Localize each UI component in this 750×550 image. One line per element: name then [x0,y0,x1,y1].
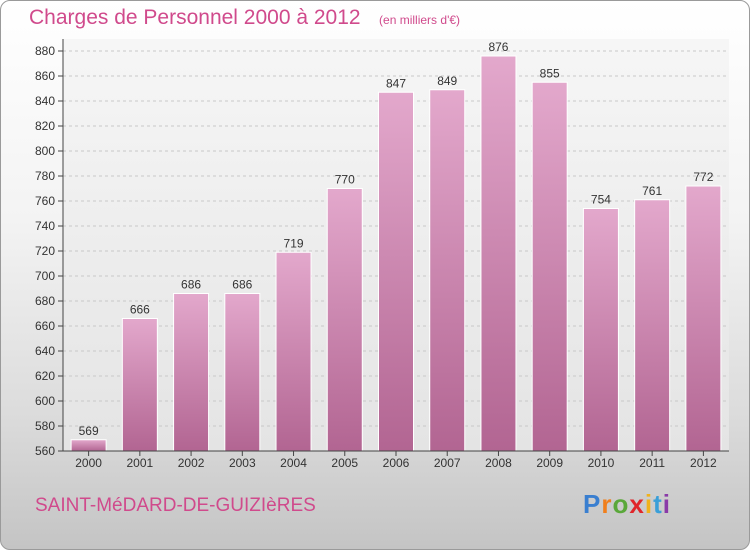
logo-letter: r [601,489,613,519]
y-tick-label: 660 [35,319,55,333]
proxiti-logo: Proxiti [583,489,671,520]
data-label-2011: 761 [642,184,662,198]
data-label-2001: 666 [130,303,150,317]
y-tick-label: 800 [35,144,55,158]
title-row: Charges de Personnel 2000 à 2012 (en mil… [29,6,460,30]
y-tick-label: 680 [35,294,55,308]
y-tick-label: 600 [35,394,55,408]
data-label-2010: 754 [591,193,611,207]
logo-letter: i [644,489,654,519]
data-label-2007: 849 [437,74,457,88]
y-tick-label: 820 [35,119,55,133]
x-tick-label: 2009 [536,456,563,470]
data-label-2012: 772 [693,170,713,184]
logo-letter: t [653,489,663,519]
x-tick-label: 2011 [639,456,665,470]
x-tick-label: 2010 [588,456,615,470]
bar-2005 [326,188,363,452]
x-axis-ticks: 2000 2001 2002 2003 2004 2005 2006 2007 2008 2009… [75,451,717,470]
data-label-2000: 569 [79,424,99,438]
y-tick-label: 780 [35,169,55,183]
y-tick-label: 720 [35,244,55,258]
bar-2011 [634,199,671,452]
x-tick-label: 2008 [485,456,512,470]
bar-2001 [121,318,158,452]
y-tick-label: 740 [35,219,55,233]
bar-2006 [378,91,414,452]
y-tick-label: 840 [35,94,55,108]
logo-letter: x [629,489,645,519]
y-axis-ticks: 560 580 600 620 640 660 680 700 720 740 760 780 800 8… [35,44,63,458]
y-tick-label: 880 [35,44,55,58]
x-tick-label: 2006 [383,456,410,470]
bar-2002 [173,293,210,452]
bar-2010 [582,208,619,452]
bar-2000 [70,439,107,452]
bar-2009 [531,81,568,452]
data-label-2006: 847 [386,76,406,90]
y-tick-label: 640 [35,344,55,358]
data-labels: 569 666 686 686 719 770 847 849 876 855 754 761 772 [79,40,714,438]
x-tick-label: 2007 [434,456,461,470]
data-label-2008: 876 [488,40,508,54]
chart-subtitle: (en milliers d'€) [379,13,461,27]
y-tick-label: 700 [35,269,55,283]
x-tick-label: 2012 [690,456,717,470]
x-tick-label: 2004 [280,456,307,470]
logo-letter: o [612,489,630,519]
bars [70,55,722,452]
x-tick-label: 2000 [75,456,102,470]
y-tick-label: 620 [35,369,55,383]
bar-2004 [275,251,312,452]
y-tick-label: 760 [35,194,55,208]
data-label-2003: 686 [232,278,252,292]
bar-2012 [685,185,722,452]
x-tick-label: 2001 [126,456,153,470]
x-tick-label: 2005 [331,456,358,470]
y-tick-label: 860 [35,69,55,83]
x-tick-label: 2002 [178,456,205,470]
x-tick-label: 2003 [229,456,256,470]
data-label-2009: 855 [540,66,560,80]
logo-letter: P [583,489,602,519]
data-label-2004: 719 [284,236,304,250]
location-label: SAINT-MéDARD-DE-GUIZIèRES [35,495,316,516]
chart-title: Charges de Personnel 2000 à 2012 [29,6,361,29]
bar-chart: 560 580 600 620 640 660 680 700 720 740 760 780 800 8… [35,39,729,470]
y-tick-label: 560 [35,444,55,458]
bar-2008 [480,55,517,452]
data-label-2005: 770 [335,173,355,187]
logo-letter: i [662,489,671,519]
y-tick-label: 580 [35,419,55,433]
bar-2003 [224,293,261,452]
bar-2007 [429,89,466,452]
data-label-2002: 686 [181,278,201,292]
